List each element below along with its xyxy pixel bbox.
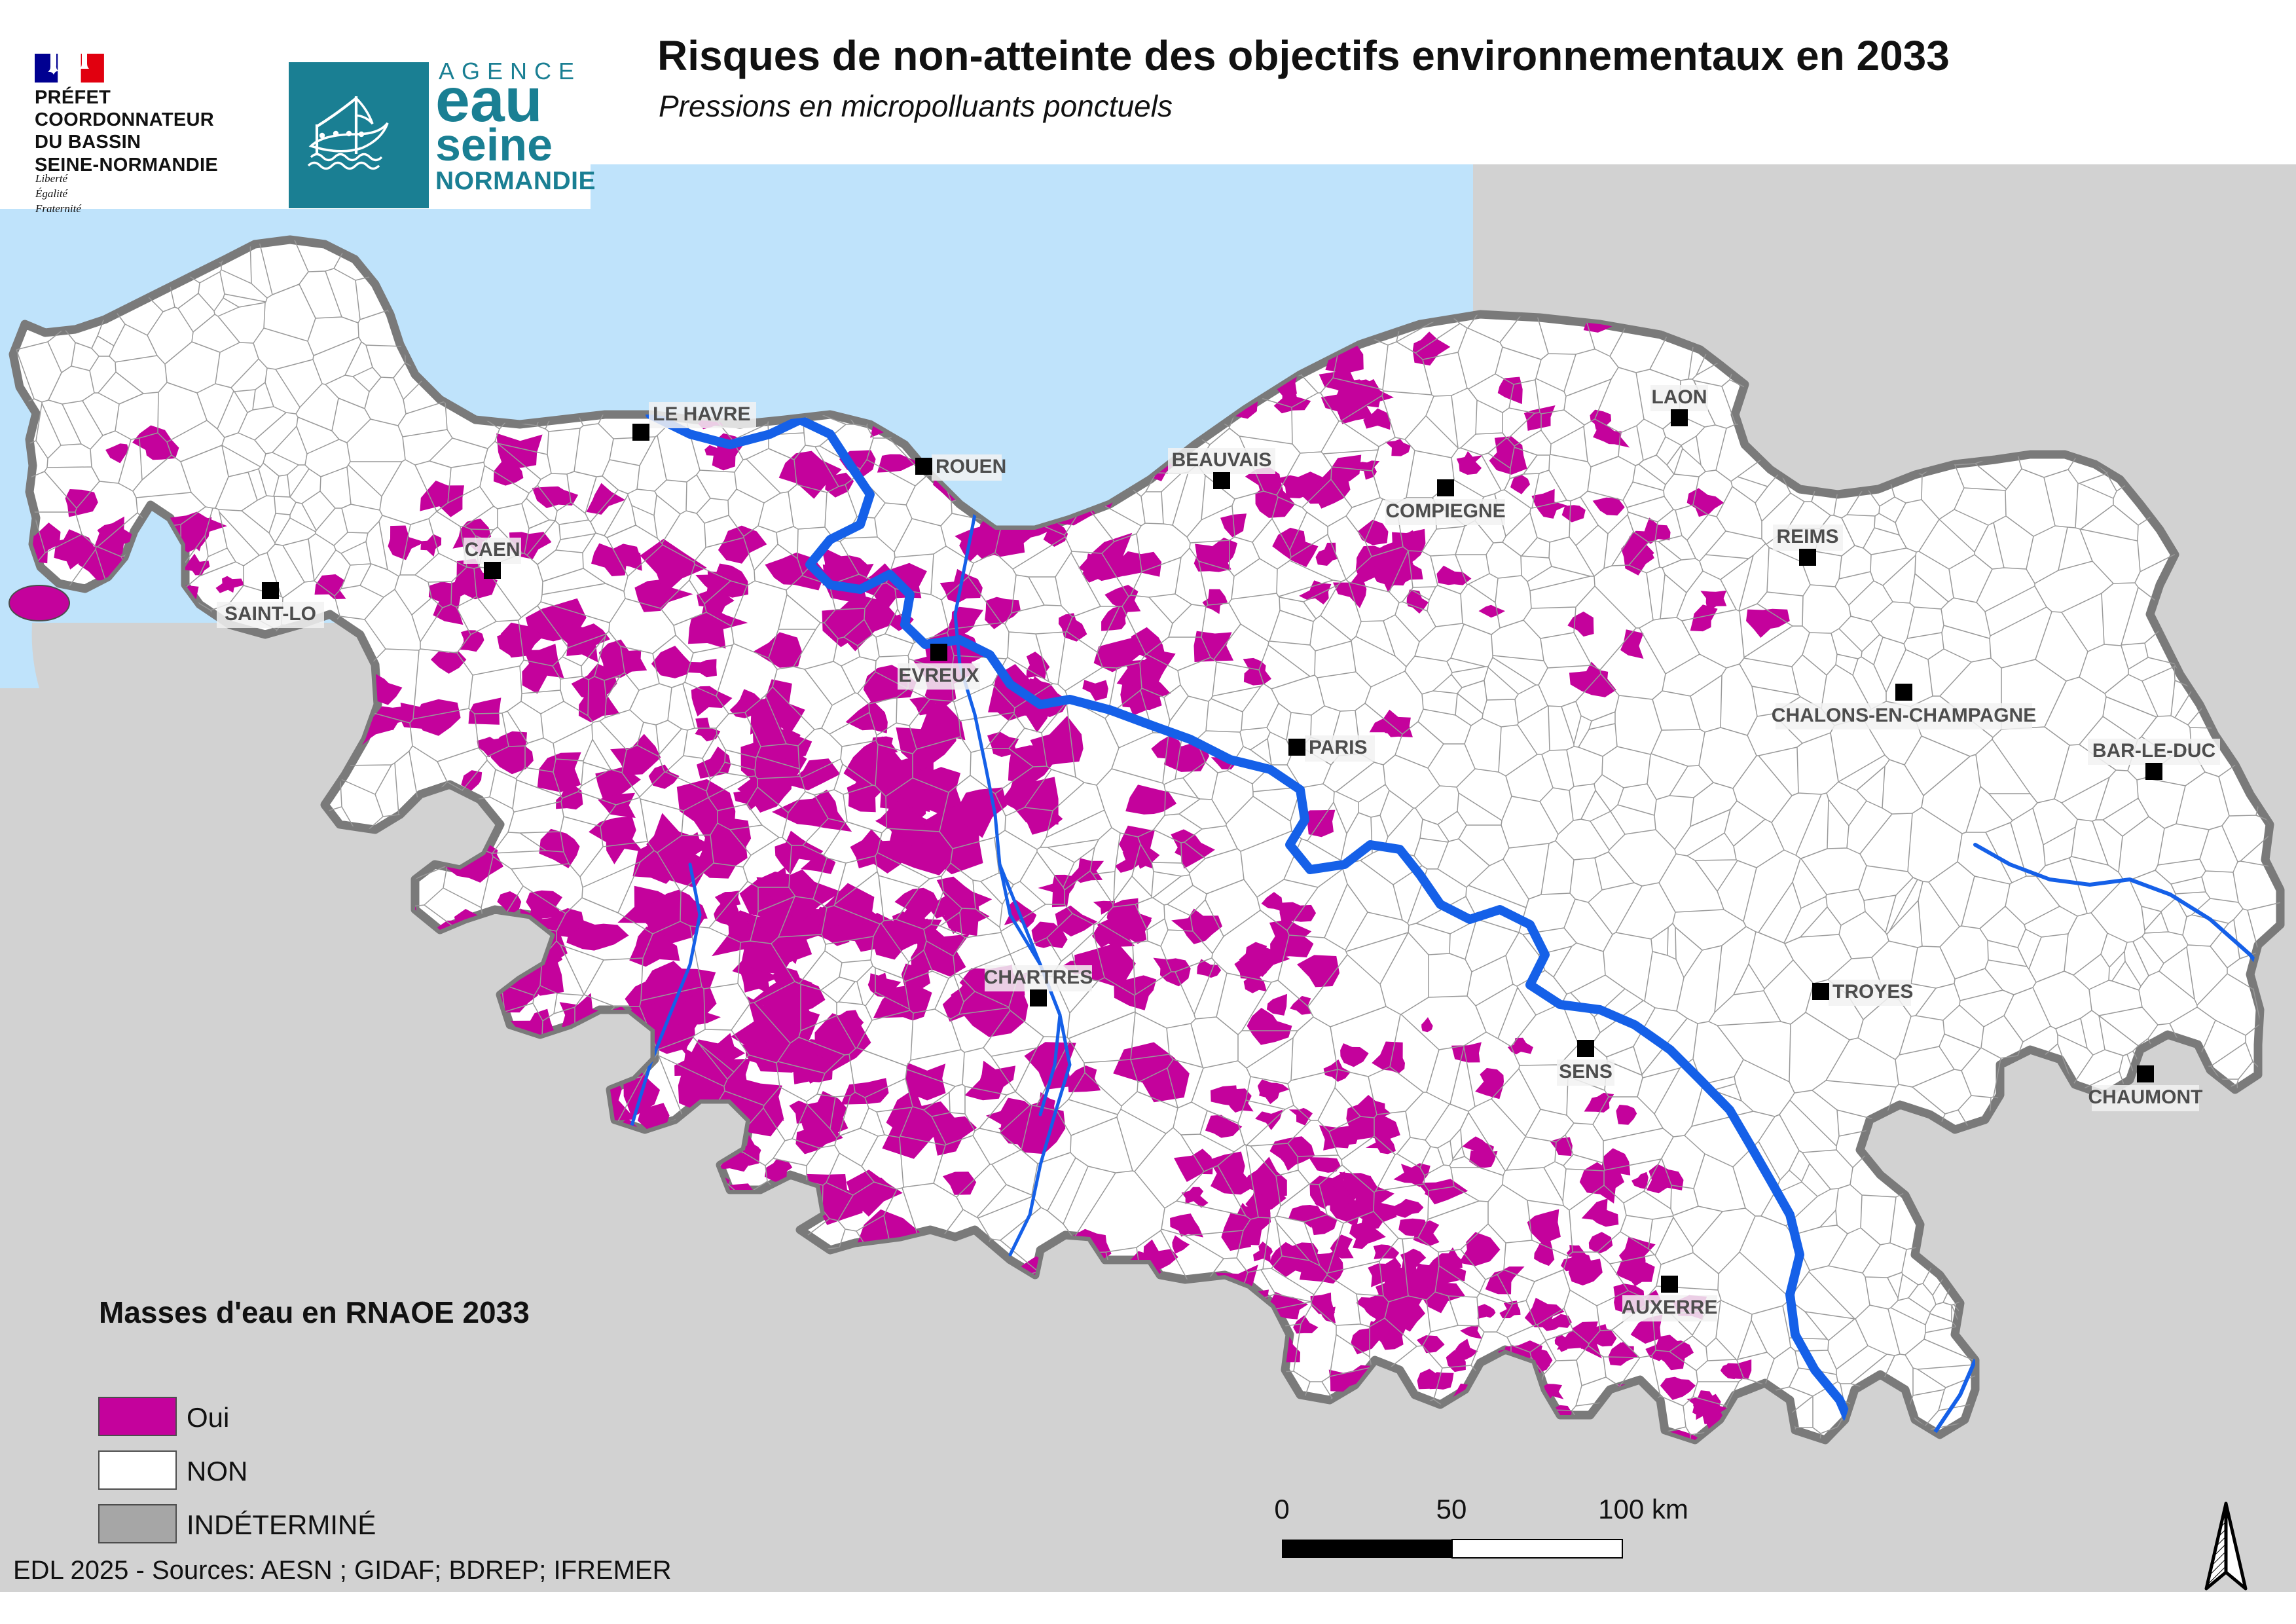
svg-text:CHARTRES: CHARTRES	[984, 967, 1093, 988]
svg-text:LAON: LAON	[1652, 386, 1707, 408]
svg-text:CHALONS-EN-CHAMPAGNE: CHALONS-EN-CHAMPAGNE	[1772, 705, 2036, 726]
svg-text:0: 0	[1274, 1494, 1289, 1524]
svg-text:INDÉTERMINÉ: INDÉTERMINÉ	[187, 1509, 376, 1540]
svg-text:Oui: Oui	[187, 1402, 229, 1433]
svg-text:REIMS: REIMS	[1776, 526, 1838, 547]
svg-text:EVREUX: EVREUX	[898, 665, 979, 686]
svg-text:100 km: 100 km	[1598, 1494, 1688, 1524]
svg-text:AUXERRE: AUXERRE	[1622, 1297, 1718, 1318]
svg-text:SAINT-LO: SAINT-LO	[225, 603, 316, 625]
svg-text:LE HAVRE: LE HAVRE	[653, 403, 750, 425]
svg-text:ROUEN: ROUEN	[936, 456, 1006, 477]
svg-text:PARIS: PARIS	[1309, 737, 1367, 758]
svg-text:Masses d'eau en RNAOE 2033: Masses d'eau en RNAOE 2033	[99, 1295, 530, 1329]
svg-text:BEAUVAIS: BEAUVAIS	[1172, 449, 1272, 471]
svg-text:NON: NON	[187, 1456, 247, 1486]
svg-text:TROYES: TROYES	[1832, 981, 1913, 1003]
svg-text:BAR-LE-DUC: BAR-LE-DUC	[2092, 740, 2215, 762]
svg-text:EDL 2025 - Sources: AESN ; GID: EDL 2025 - Sources: AESN ; GIDAF; BDREP;…	[13, 1556, 672, 1585]
svg-text:COMPIEGNE: COMPIEGNE	[1385, 500, 1505, 522]
svg-text:CHAUMONT: CHAUMONT	[2088, 1086, 2203, 1108]
svg-text:CAEN: CAEN	[464, 539, 520, 561]
svg-text:SENS: SENS	[1559, 1061, 1613, 1082]
svg-text:50: 50	[1436, 1494, 1467, 1524]
